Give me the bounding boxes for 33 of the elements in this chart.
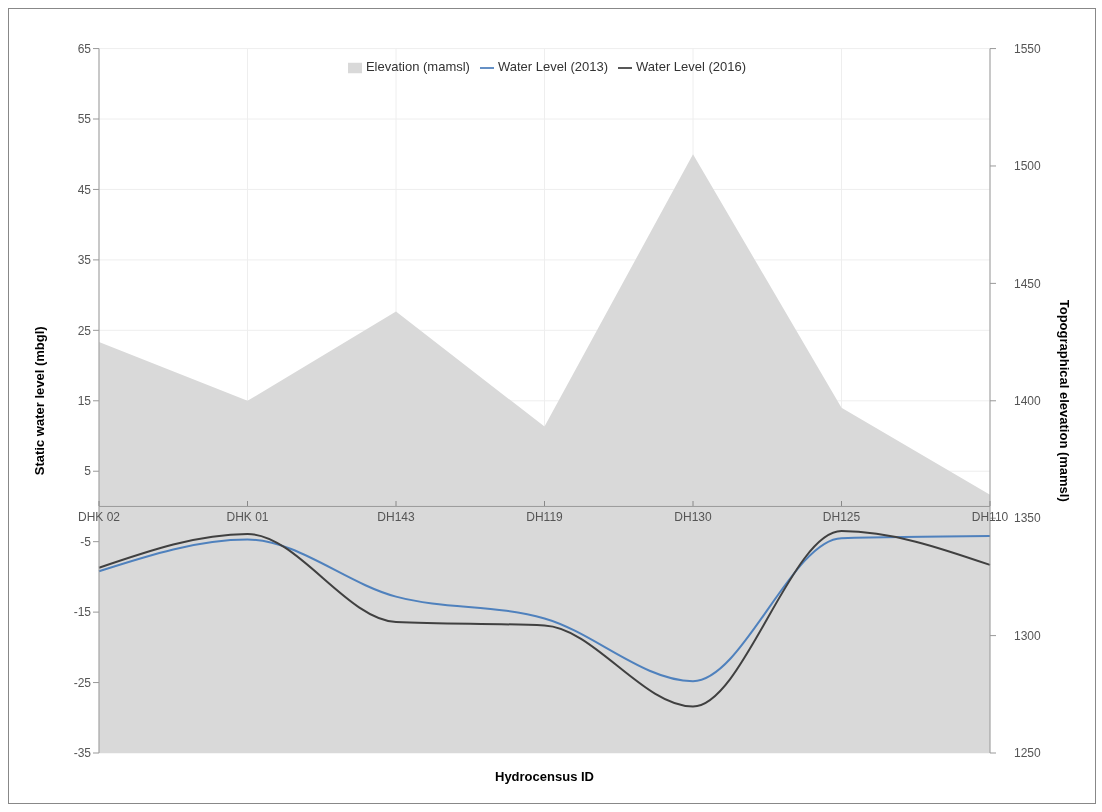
y2-tick-label: 1550 (1014, 41, 1042, 56)
y-tick-label: -35 (73, 746, 92, 761)
y-tick-label: 15 (77, 394, 92, 409)
x-tick-label: DH119 (526, 510, 564, 524)
x-tick-label: DH130 (674, 510, 712, 524)
legend-label: Water Level (2013) (497, 59, 609, 74)
y2-tick-label: 1300 (1014, 628, 1042, 643)
x-tick-label: DH125 (822, 510, 861, 524)
x-tick-label: DHK 01 (226, 510, 269, 524)
x-tick-label: DHK 02 (77, 510, 121, 524)
y-tick-label: -15 (73, 605, 92, 620)
y2-tick-label: 1500 (1014, 159, 1042, 174)
y-tick-label: 55 (77, 112, 92, 127)
y-tick-label: -5 (80, 534, 92, 549)
y-tick-label: 25 (77, 323, 92, 338)
x-tick-label: DH143 (377, 510, 415, 524)
y-tick-label: -25 (73, 675, 92, 690)
y-tick-label: 45 (77, 182, 92, 197)
y2-tick-label: 1250 (1014, 746, 1042, 761)
line-series (98, 530, 991, 708)
y-tick-label: 65 (77, 41, 92, 56)
y-tick-label: 35 (77, 253, 92, 268)
y-tick-label: 5 (84, 464, 92, 479)
y2-tick-label: 1400 (1014, 394, 1042, 409)
legend-label: Water Level (2016) (636, 59, 747, 74)
x-tick-label: DH110 (971, 510, 1009, 524)
y2-tick-label: 1450 (1014, 276, 1042, 291)
x-axis-title: Hydrocensus ID (495, 769, 594, 784)
y-axis-title: Static water level (mbgl) (31, 326, 47, 476)
line-series (98, 535, 991, 683)
y2-tick-label: 1350 (1014, 511, 1042, 526)
y2-axis-title: Topographical elevation (mamsl) (1057, 299, 1073, 502)
legend-label: Elevation (mamsl) (365, 59, 470, 74)
